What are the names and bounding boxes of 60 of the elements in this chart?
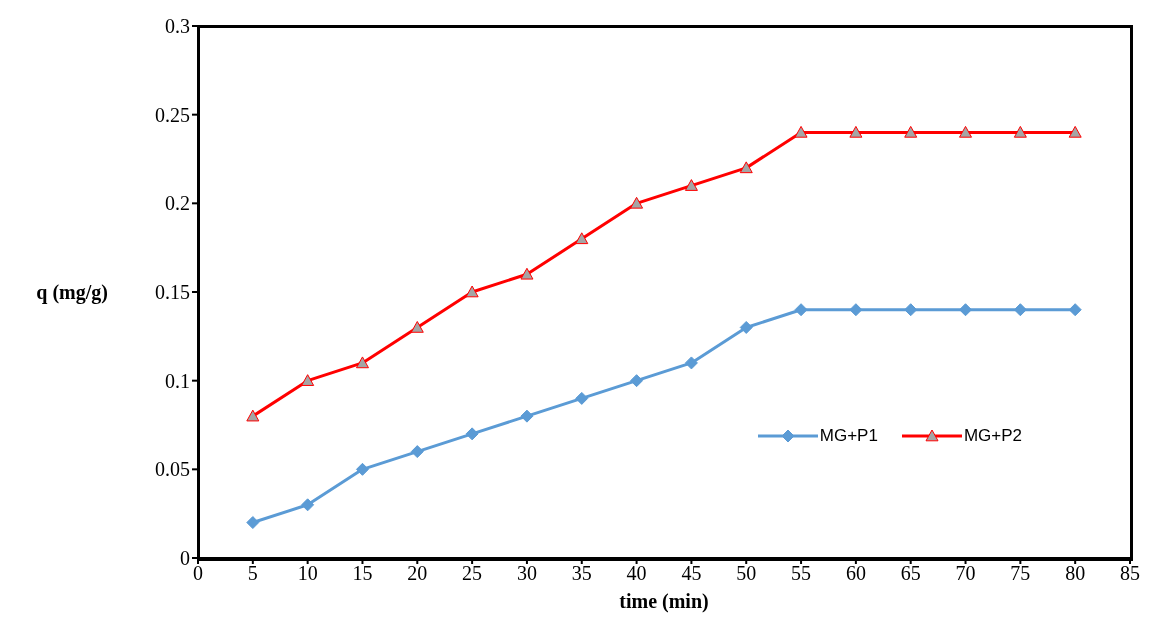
point [794, 303, 808, 317]
point [630, 196, 644, 209]
y-tick-label: 0.3 [165, 15, 190, 38]
point [355, 462, 369, 476]
point [1013, 303, 1027, 317]
x-tick-label: 35 [571, 562, 592, 585]
y-tick-label: 0.05 [155, 458, 190, 481]
point [301, 498, 315, 512]
point [794, 125, 808, 138]
y-tick-label: 0.25 [155, 103, 190, 126]
y-axis-title: q (mg/g) [36, 281, 108, 305]
x-tick-label: 20 [407, 562, 428, 585]
x-tick-label: 60 [845, 562, 866, 585]
x-tick-label: 75 [1010, 562, 1031, 585]
point [959, 125, 973, 138]
x-tick-label: 15 [352, 562, 373, 585]
point [575, 232, 589, 245]
point [739, 320, 753, 334]
y-tick-label: 0 [180, 547, 190, 570]
point [410, 320, 424, 333]
x-tick-label: 25 [462, 562, 483, 585]
point [246, 409, 260, 422]
point [684, 179, 698, 191]
x-tick-label: 65 [900, 562, 921, 585]
x-tick-label: 10 [297, 562, 318, 585]
point [301, 374, 315, 386]
point [630, 374, 644, 388]
x-axis-title: time (min) [619, 590, 709, 613]
point [465, 285, 479, 298]
point [1068, 125, 1082, 138]
point [904, 125, 918, 138]
legend-label: MG+P1 [819, 426, 878, 446]
x-tick-label: 70 [955, 562, 976, 585]
point [849, 303, 863, 317]
x-tick-label: 55 [791, 562, 812, 585]
x-tick-label: 45 [681, 562, 702, 585]
point [684, 356, 698, 370]
x-tick-label: 50 [736, 562, 757, 585]
point [355, 356, 369, 369]
y-tick-label: 0.2 [165, 192, 190, 215]
point [575, 391, 589, 405]
point [520, 267, 534, 280]
y-tick-label: 0.1 [165, 369, 190, 392]
point [1013, 125, 1027, 138]
point [959, 303, 973, 317]
point [849, 125, 863, 138]
point [410, 445, 424, 459]
legend-label: MG+P2 [963, 426, 1022, 446]
point [904, 303, 918, 317]
point [739, 161, 753, 174]
x-tick-label: 5 [247, 562, 258, 585]
y-tick-label: 0.15 [155, 281, 190, 304]
point [246, 516, 260, 530]
point [465, 427, 479, 441]
x-tick-label: 30 [516, 562, 537, 585]
point [520, 409, 534, 423]
x-tick-label: 85 [1120, 562, 1140, 585]
x-tick-label: 80 [1065, 562, 1086, 585]
point [1068, 303, 1082, 317]
x-tick-label: 40 [626, 562, 647, 585]
